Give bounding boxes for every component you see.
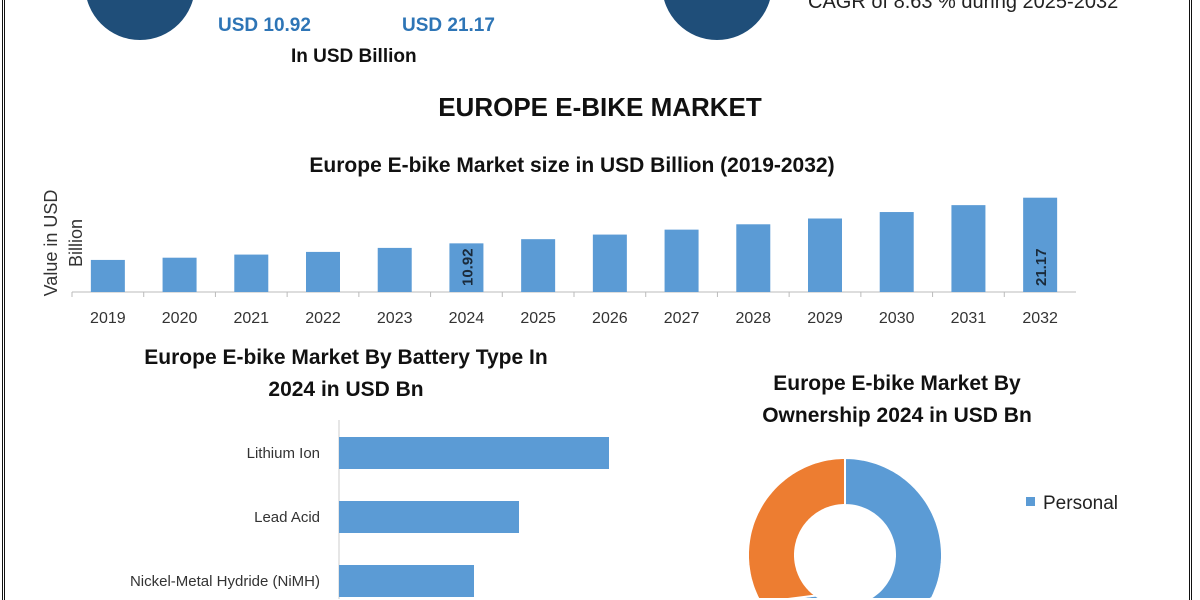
y-axis-label-line2: Billion (66, 219, 86, 267)
bar-2029 (808, 218, 842, 292)
battery-label-1: Lead Acid (254, 509, 320, 526)
x-tick-2029: 2029 (807, 310, 843, 327)
bar-2032 (1023, 197, 1058, 292)
bar-2019 (90, 259, 125, 292)
x-tick-2022: 2022 (305, 310, 341, 327)
value-2024: USD 10.92 (218, 15, 311, 36)
bar-2020 (162, 257, 197, 292)
donut-slice-other (747, 457, 846, 600)
bar-2027 (664, 229, 699, 292)
x-tick-2032: 2032 (1022, 310, 1058, 327)
value-2032: USD 21.17 (402, 15, 495, 36)
bar-chart-title: Europe E-bike Market size in USD Billion… (309, 154, 834, 177)
battery-chart-title-line2: 2024 in USD Bn (268, 378, 423, 401)
data-label-2032: 21.17 (1033, 248, 1050, 286)
x-tick-2030: 2030 (879, 310, 915, 327)
unit-note: In USD Billion (291, 46, 417, 67)
x-tick-2027: 2027 (664, 310, 700, 327)
x-tick-2019: 2019 (90, 310, 126, 327)
bar-2031 (951, 205, 986, 292)
ownership-chart-title-line2: Ownership 2024 in USD Bn (762, 404, 1032, 427)
ownership-chart-title-line1: Europe E-bike Market By (773, 372, 1021, 395)
x-tick-2021: 2021 (233, 310, 269, 327)
battery-bar-2 (339, 565, 474, 597)
x-tick-2020: 2020 (162, 310, 198, 327)
bar-2024 (449, 243, 484, 292)
battery-chart-title-line1: Europe E-bike Market By Battery Type In (144, 346, 547, 369)
bar-2026 (592, 234, 627, 292)
bar-2025 (521, 239, 556, 292)
cagr-text: CAGR of 8.63 % during 2025-2032 (808, 0, 1119, 13)
x-tick-2024: 2024 (449, 310, 485, 327)
bar-2023 (377, 247, 412, 292)
legend-label-personal: Personal (1043, 493, 1118, 514)
y-axis-label-line1: Value in USD (41, 190, 61, 297)
battery-bar-1 (339, 501, 519, 533)
bar-2030 (879, 212, 914, 292)
x-tick-2026: 2026 (592, 310, 628, 327)
x-tick-2028: 2028 (735, 310, 771, 327)
main-title: EUROPE E-BIKE MARKET (438, 92, 762, 122)
battery-bar-0 (339, 437, 609, 469)
legend-swatch-personal (1026, 497, 1035, 506)
bar-2028 (736, 224, 771, 292)
battery-label-0: Lithium Ion (247, 445, 320, 462)
bar-2021 (234, 254, 269, 292)
x-tick-2023: 2023 (377, 310, 413, 327)
x-tick-2031: 2031 (951, 310, 987, 327)
data-label-2024: 10.92 (459, 248, 476, 286)
battery-label-2: Nickel-Metal Hydride (NiMH) (130, 573, 320, 590)
bar-2022 (306, 251, 340, 292)
x-tick-2025: 2025 (520, 310, 556, 327)
